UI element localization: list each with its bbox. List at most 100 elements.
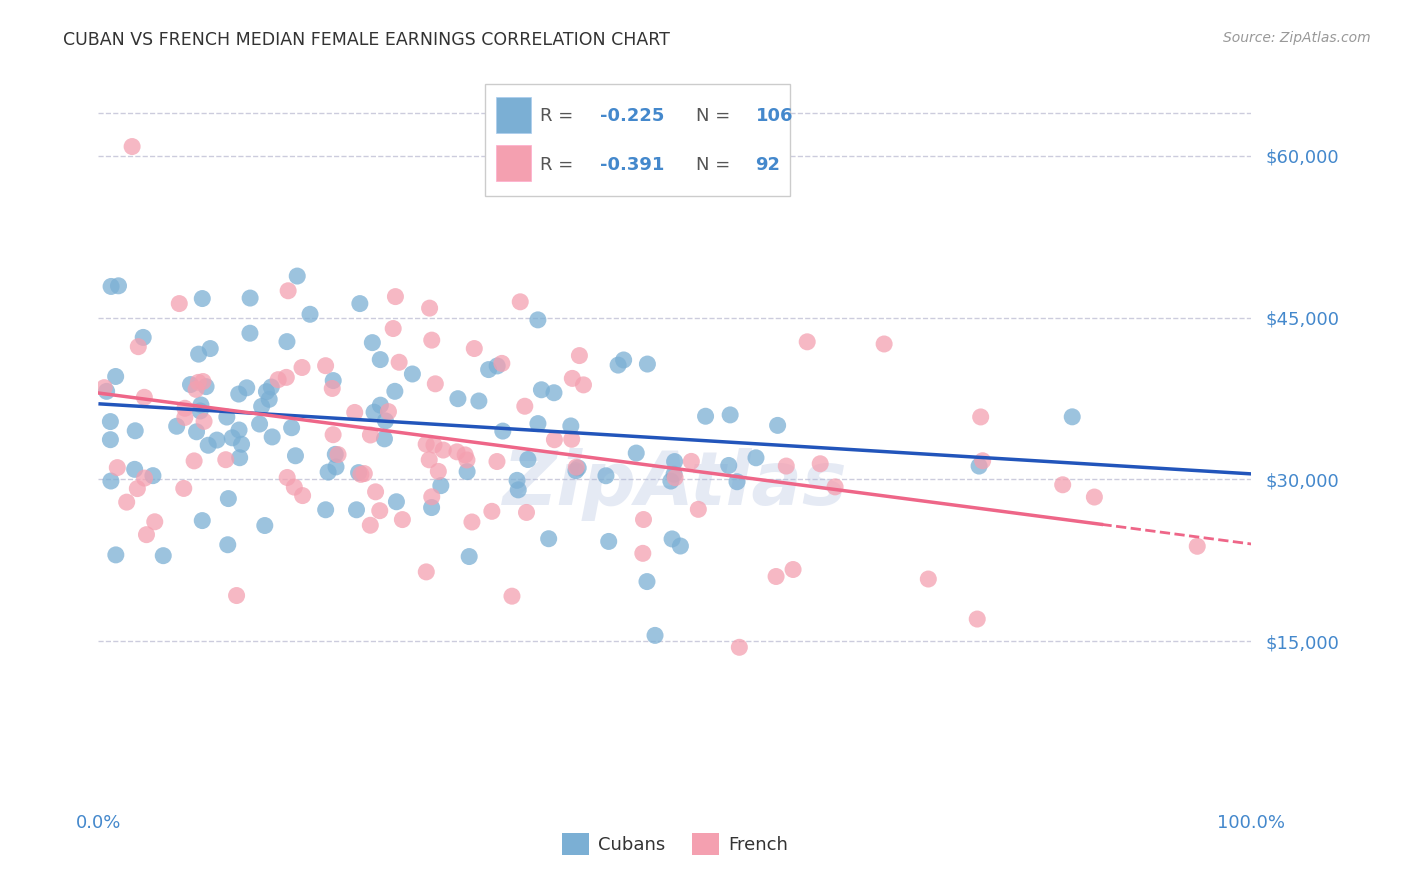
Point bbox=[325, 459, 347, 474]
Point bbox=[134, 390, 156, 404]
Point bbox=[169, 296, 191, 310]
Point bbox=[419, 301, 441, 315]
Point bbox=[824, 480, 846, 494]
Point bbox=[361, 335, 384, 350]
Point bbox=[276, 334, 298, 349]
Point bbox=[456, 465, 478, 479]
Point bbox=[486, 359, 509, 373]
Point bbox=[152, 549, 174, 563]
Point bbox=[187, 347, 209, 361]
Point bbox=[215, 410, 238, 425]
Point bbox=[560, 419, 582, 434]
Point bbox=[454, 448, 477, 462]
Point bbox=[458, 549, 481, 564]
FancyBboxPatch shape bbox=[496, 145, 531, 181]
Point bbox=[349, 296, 371, 310]
Point bbox=[1062, 409, 1084, 424]
Text: N =: N = bbox=[696, 156, 735, 174]
Point bbox=[322, 427, 344, 442]
Point bbox=[382, 321, 405, 335]
Point bbox=[291, 360, 314, 375]
Point bbox=[257, 392, 280, 407]
Point bbox=[420, 490, 443, 504]
Point bbox=[253, 518, 276, 533]
Point bbox=[681, 454, 703, 468]
Point bbox=[100, 474, 122, 488]
Point bbox=[183, 454, 205, 468]
Point bbox=[260, 380, 283, 394]
Point bbox=[184, 382, 207, 396]
Point bbox=[572, 377, 595, 392]
Point bbox=[135, 527, 157, 541]
Point bbox=[267, 373, 290, 387]
Point bbox=[283, 480, 305, 494]
Point bbox=[173, 410, 195, 425]
Point bbox=[384, 290, 406, 304]
Point bbox=[430, 478, 453, 492]
Point bbox=[321, 381, 343, 395]
Point bbox=[491, 356, 513, 370]
Point bbox=[595, 468, 617, 483]
Point bbox=[695, 409, 717, 424]
Text: -0.391: -0.391 bbox=[600, 156, 664, 174]
Point bbox=[285, 268, 308, 283]
Point bbox=[127, 340, 149, 354]
Point bbox=[508, 483, 530, 497]
Text: CUBAN VS FRENCH MEDIAN FEMALE EARNINGS CORRELATION CHART: CUBAN VS FRENCH MEDIAN FEMALE EARNINGS C… bbox=[63, 31, 671, 49]
Point bbox=[969, 409, 991, 424]
Point bbox=[384, 384, 406, 399]
Point bbox=[254, 384, 277, 399]
Point bbox=[1052, 477, 1074, 491]
Point bbox=[187, 376, 209, 390]
Text: 106: 106 bbox=[755, 107, 793, 126]
Point bbox=[537, 532, 560, 546]
Point bbox=[315, 502, 337, 516]
Point bbox=[717, 458, 740, 473]
Point bbox=[418, 452, 440, 467]
Point bbox=[446, 445, 468, 459]
Point bbox=[249, 417, 271, 431]
Point bbox=[363, 405, 385, 419]
Point bbox=[513, 399, 536, 413]
Point bbox=[613, 353, 636, 368]
Point bbox=[96, 384, 118, 399]
Point bbox=[966, 612, 988, 626]
Point bbox=[193, 414, 215, 428]
Point bbox=[401, 367, 423, 381]
Point bbox=[633, 512, 655, 526]
Point bbox=[492, 424, 515, 438]
Point bbox=[568, 349, 591, 363]
Point bbox=[364, 484, 387, 499]
Point bbox=[461, 515, 484, 529]
Point bbox=[873, 337, 896, 351]
Point bbox=[420, 500, 443, 515]
Point bbox=[598, 534, 620, 549]
Point bbox=[215, 452, 238, 467]
Point bbox=[124, 424, 146, 438]
Point bbox=[353, 467, 375, 481]
Point bbox=[326, 448, 349, 462]
Point bbox=[228, 423, 250, 437]
FancyBboxPatch shape bbox=[485, 84, 790, 196]
Text: R =: R = bbox=[540, 156, 579, 174]
Point bbox=[478, 362, 501, 376]
Point bbox=[262, 430, 284, 444]
Point bbox=[143, 515, 166, 529]
Point bbox=[420, 333, 443, 347]
Point bbox=[765, 569, 787, 583]
Point bbox=[235, 381, 257, 395]
Point bbox=[659, 474, 682, 488]
Point bbox=[516, 452, 538, 467]
Point bbox=[284, 449, 307, 463]
Text: ZipAtlas: ZipAtlas bbox=[502, 449, 848, 522]
Point bbox=[191, 292, 214, 306]
Point bbox=[100, 415, 122, 429]
Point bbox=[100, 279, 122, 293]
Point bbox=[132, 330, 155, 344]
Point bbox=[447, 392, 470, 406]
Point bbox=[250, 400, 273, 414]
Text: 92: 92 bbox=[755, 156, 780, 174]
Point bbox=[1083, 490, 1105, 504]
Point bbox=[343, 405, 366, 419]
Point bbox=[239, 291, 262, 305]
